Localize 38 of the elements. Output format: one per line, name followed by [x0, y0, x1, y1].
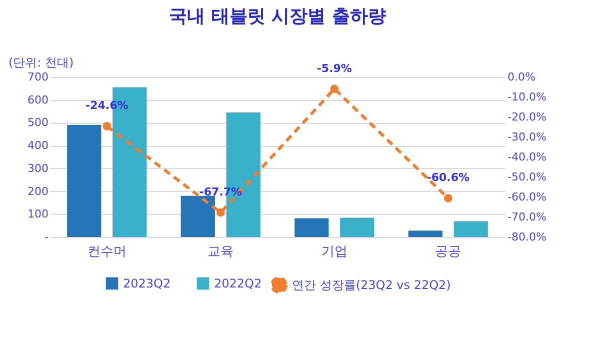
x-tick-label: 공공 — [435, 244, 462, 260]
y-axis-title: (단위: 천대) — [8, 56, 74, 70]
bar — [180, 196, 215, 237]
y-tick-label: 100 — [28, 208, 48, 221]
data-label: -60.6% — [426, 171, 470, 184]
legend-label: 연간 성장률(23Q2 vs 22Q2) — [292, 278, 451, 292]
y2-tick-label: -60.0% — [508, 190, 546, 204]
x-tick-label: 기업 — [321, 244, 348, 260]
point — [444, 194, 452, 202]
y2-tick-label: -20.0% — [508, 110, 546, 124]
point — [216, 208, 225, 217]
y2-tick-label: -50.0% — [508, 170, 546, 184]
y-tick-label: 700 — [28, 70, 48, 84]
y2-tick-label: -70.0% — [508, 210, 546, 224]
bar — [408, 230, 442, 237]
data-label: -5.9% — [316, 62, 352, 75]
bar — [67, 125, 102, 237]
y2-tick-label: -40.0% — [508, 150, 546, 164]
y-tick-label: 400 — [28, 139, 48, 152]
chart-title: 국내 태블릿 시장별 출하량 — [169, 6, 386, 27]
y-tick-label: - — [44, 230, 49, 244]
y-tick-label: 500 — [28, 116, 48, 130]
legend-label: 2023Q2 — [123, 276, 171, 290]
point — [102, 122, 112, 130]
y-tick-label: 200 — [28, 184, 48, 198]
bar — [294, 218, 329, 237]
y2-tick-label: -80.0% — [508, 230, 546, 244]
bar — [340, 218, 374, 237]
y2-tick-label: -10.0% — [508, 90, 546, 104]
point — [330, 84, 339, 93]
x-tick-label: 컨수머 — [87, 244, 126, 260]
bar — [454, 221, 488, 237]
x-tick-label: 교육 — [208, 244, 234, 260]
y2-tick-label: -30.0% — [508, 130, 546, 144]
y-tick-label: 300 — [28, 162, 48, 175]
legend-label: 2022Q2 — [214, 276, 262, 290]
y2-tick-label: 0.0% — [508, 70, 536, 84]
y-tick-label: 600 — [28, 93, 48, 106]
